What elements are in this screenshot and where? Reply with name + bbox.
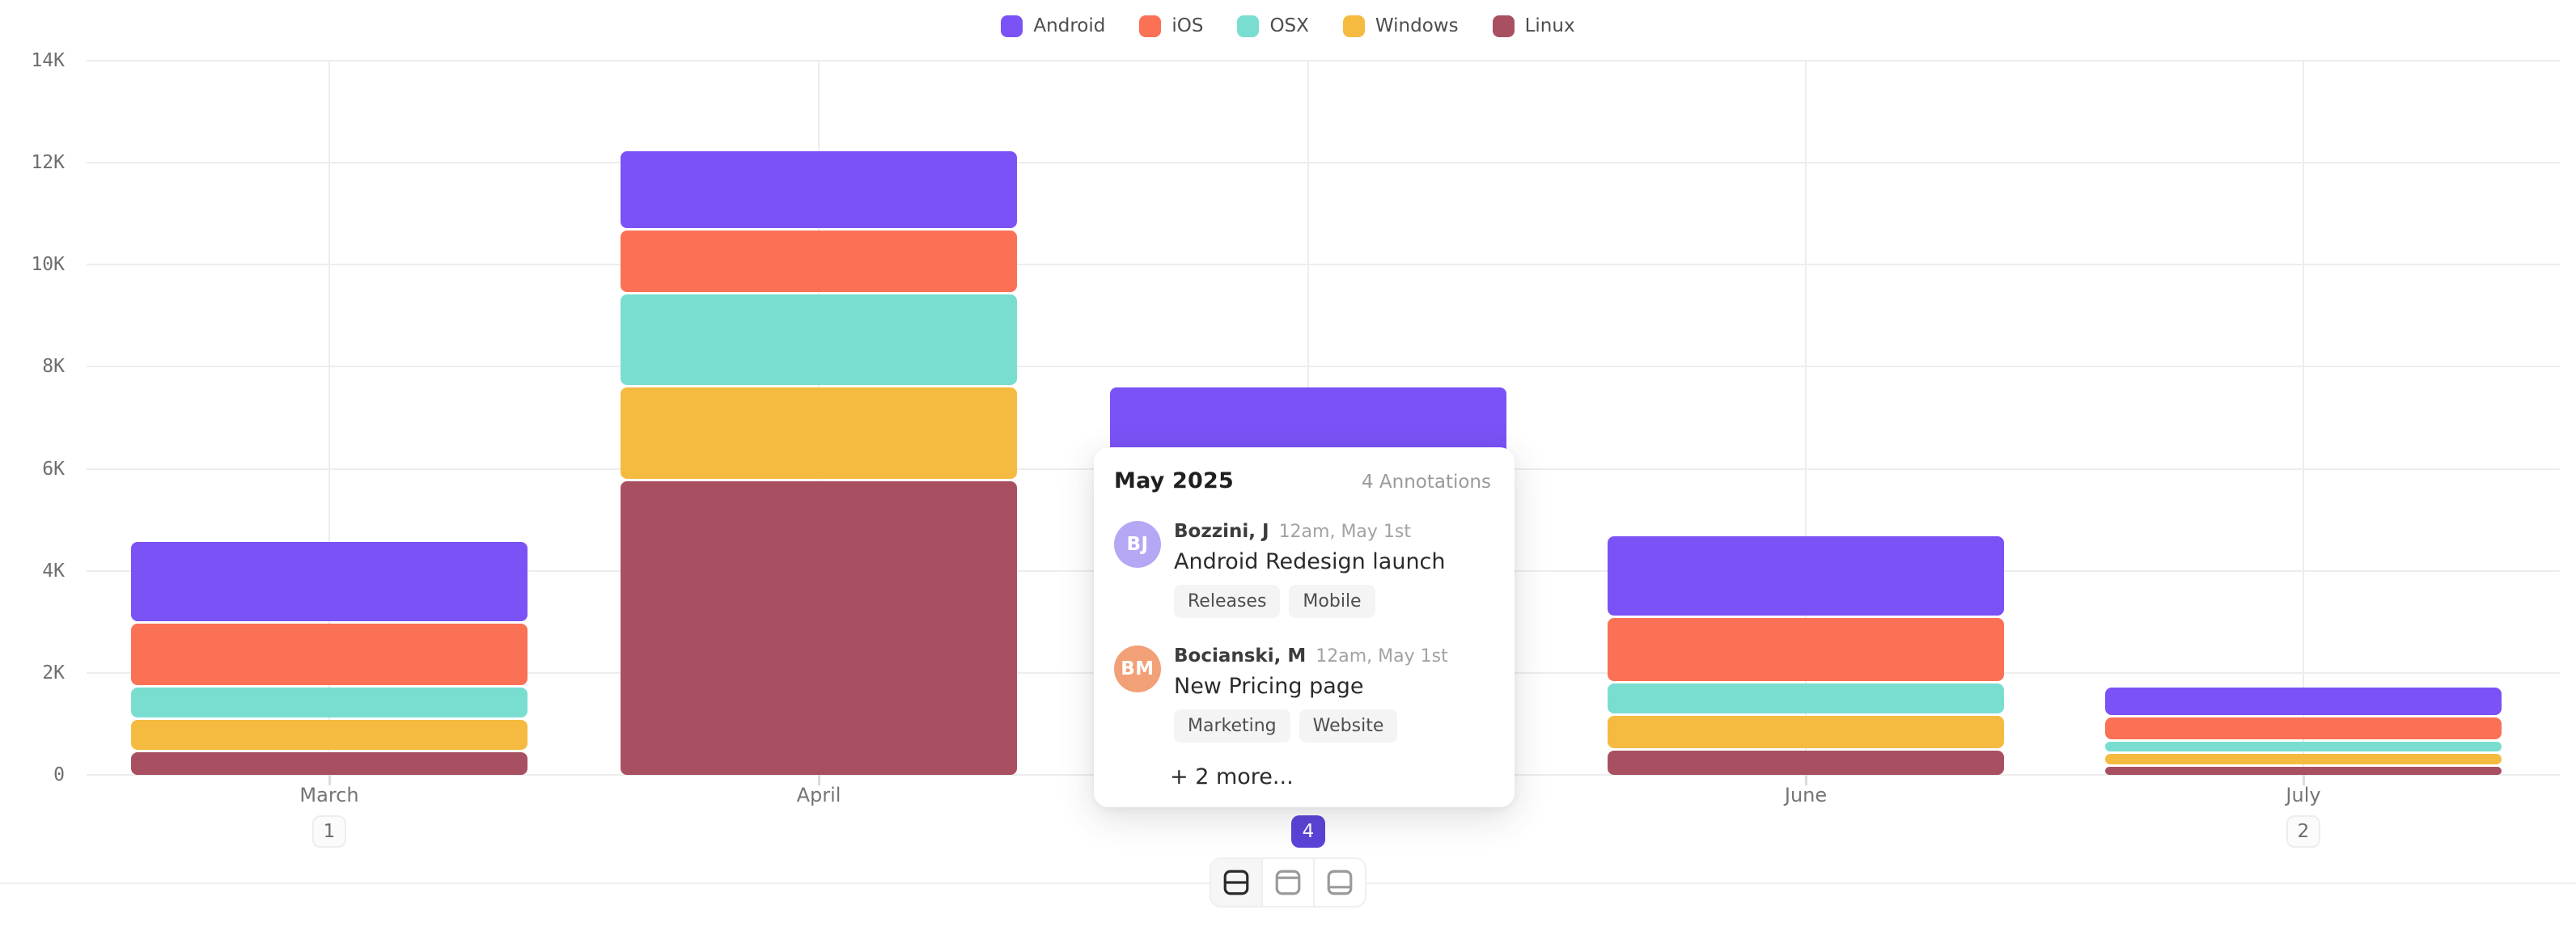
y-gridline xyxy=(87,366,2560,368)
y-gridline xyxy=(87,264,2560,266)
bar-segment-osx-july[interactable] xyxy=(2105,741,2502,751)
view-panel-bottom-button[interactable] xyxy=(1313,859,1365,906)
legend-label: Linux xyxy=(1524,15,1575,36)
annotation-item: BJ Bozzini, J 12am, May 1st Android Redesig… xyxy=(1114,521,1491,618)
y-axis-tick-label: 12K xyxy=(31,152,65,174)
annotation-tag: Website xyxy=(1299,709,1398,743)
legend-swatch-icon xyxy=(1139,15,1162,37)
x-axis-label-june: June xyxy=(1784,784,1828,806)
legend-item-android[interactable]: Android xyxy=(1001,15,1105,37)
x-axis-tick xyxy=(2303,775,2305,785)
show-more-annotations-link[interactable]: + 2 more... xyxy=(1170,764,1294,789)
chart-legend: Android iOS OSX Windows Linux xyxy=(0,8,2576,44)
bar-segment-android-june[interactable] xyxy=(1608,535,2004,616)
bar-segment-ios-april[interactable] xyxy=(621,231,1017,293)
view-panel-top-button[interactable] xyxy=(1261,859,1313,906)
tooltip-annotation-count: 4 Annotations xyxy=(1361,472,1491,493)
legend-swatch-icon xyxy=(1342,15,1365,37)
annotation-tag: Mobile xyxy=(1289,585,1375,618)
annotation-author: Bocianski, M xyxy=(1174,645,1307,667)
bar-segment-ios-july[interactable] xyxy=(2105,717,2502,739)
x-axis-tick xyxy=(1805,775,1807,785)
annotations-tooltip: May 2025 4 Annotations BJ Bozzini, J 12am,… xyxy=(1094,447,1515,807)
annotation-meta: Bozzini, J 12am, May 1st xyxy=(1174,521,1446,542)
split-rows-icon xyxy=(1223,870,1249,895)
annotation-list: BJ Bozzini, J 12am, May 1st Android Redesig… xyxy=(1114,521,1491,743)
legend-swatch-icon xyxy=(1237,15,1260,37)
avatar: BM xyxy=(1114,645,1161,692)
legend-item-osx[interactable]: OSX xyxy=(1237,15,1309,37)
month-gridline xyxy=(1805,61,1807,775)
y-axis-tick-label: 10K xyxy=(31,254,65,276)
y-axis-tick-label: 2K xyxy=(42,662,65,683)
legend-item-ios[interactable]: iOS xyxy=(1139,15,1203,37)
legend-label: Android xyxy=(1033,15,1106,36)
bar-segment-osx-june[interactable] xyxy=(1608,683,2004,713)
bar-segment-windows-march[interactable] xyxy=(131,720,527,751)
legend-item-linux[interactable]: Linux xyxy=(1492,15,1575,37)
legend-item-windows[interactable]: Windows xyxy=(1342,15,1459,37)
bar-segment-osx-march[interactable] xyxy=(131,687,527,718)
panel-bottom-icon xyxy=(1327,870,1353,895)
bar-segment-android-july[interactable] xyxy=(2105,687,2502,715)
bar-segment-linux-april[interactable] xyxy=(621,480,1017,775)
annotation-count-badge-july[interactable]: 2 xyxy=(2286,815,2320,848)
annotation-text: Android Redesign launch xyxy=(1174,549,1446,574)
annotation-time: 12am, May 1st xyxy=(1278,522,1412,542)
bar-segment-android-march[interactable] xyxy=(131,542,527,622)
tooltip-header: May 2025 4 Annotations xyxy=(1114,468,1491,493)
bar-segment-windows-april[interactable] xyxy=(621,387,1017,479)
avatar: BJ xyxy=(1114,521,1161,568)
legend-label: iOS xyxy=(1171,15,1204,36)
annotation-tag: Marketing xyxy=(1174,709,1290,743)
annotation-content: Bocianski, M 12am, May 1st New Pricing pag… xyxy=(1174,645,1448,743)
bar-segment-linux-march[interactable] xyxy=(131,752,527,775)
bar-segment-linux-june[interactable] xyxy=(1608,750,2004,775)
bar-segment-osx-april[interactable] xyxy=(621,294,1017,386)
annotation-text: New Pricing page xyxy=(1174,674,1364,699)
layout-switcher xyxy=(1210,857,1366,908)
view-split-rows-button[interactable] xyxy=(1211,859,1261,906)
annotation-item: BM Bocianski, M 12am, May 1st New Pricing p… xyxy=(1114,645,1491,743)
tooltip-title: May 2025 xyxy=(1114,468,1235,493)
annotation-meta: Bocianski, M 12am, May 1st xyxy=(1174,645,1448,667)
annotation-tags: Marketing Website xyxy=(1174,709,1448,743)
annotation-tags: Releases Mobile xyxy=(1174,585,1446,618)
y-axis-tick-label: 4K xyxy=(42,560,65,582)
x-axis-label-april: April xyxy=(796,784,841,806)
annotation-count-badge-march[interactable]: 1 xyxy=(312,815,346,848)
x-axis-tick xyxy=(328,775,331,785)
annotation-author: Bozzini, J xyxy=(1174,521,1269,542)
month-gridline xyxy=(328,61,330,775)
y-axis-tick-label: 14K xyxy=(31,50,65,71)
y-axis-tick-label: 6K xyxy=(42,458,65,480)
annotation-content: Bozzini, J 12am, May 1st Android Redesign … xyxy=(1174,521,1446,618)
bar-segment-windows-june[interactable] xyxy=(1608,715,2004,748)
x-axis-label-march: March xyxy=(299,784,359,806)
bar-segment-ios-march[interactable] xyxy=(131,624,527,685)
bar-segment-ios-june[interactable] xyxy=(1608,617,2004,681)
annotation-count-badge-may[interactable]: 4 xyxy=(1291,815,1325,848)
annotation-time: 12am, May 1st xyxy=(1316,646,1448,667)
legend-label: OSX xyxy=(1269,15,1309,36)
x-axis-tick xyxy=(818,775,820,785)
bar-segment-android-april[interactable] xyxy=(621,150,1017,229)
bar-segment-linux-july[interactable] xyxy=(2105,766,2502,775)
bar-segment-windows-july[interactable] xyxy=(2105,753,2502,764)
x-axis-label-july: July xyxy=(2286,784,2321,806)
panel-top-icon xyxy=(1275,870,1301,895)
y-gridline xyxy=(87,162,2560,164)
y-axis-tick-label: 0 xyxy=(53,764,65,785)
month-gridline xyxy=(2303,61,2304,775)
y-axis-tick-label: 8K xyxy=(42,356,65,378)
legend-swatch-icon xyxy=(1001,15,1023,37)
legend-label: Windows xyxy=(1375,15,1459,36)
legend-swatch-icon xyxy=(1492,15,1515,37)
annotation-tag: Releases xyxy=(1174,585,1281,618)
y-gridline xyxy=(87,60,2560,61)
